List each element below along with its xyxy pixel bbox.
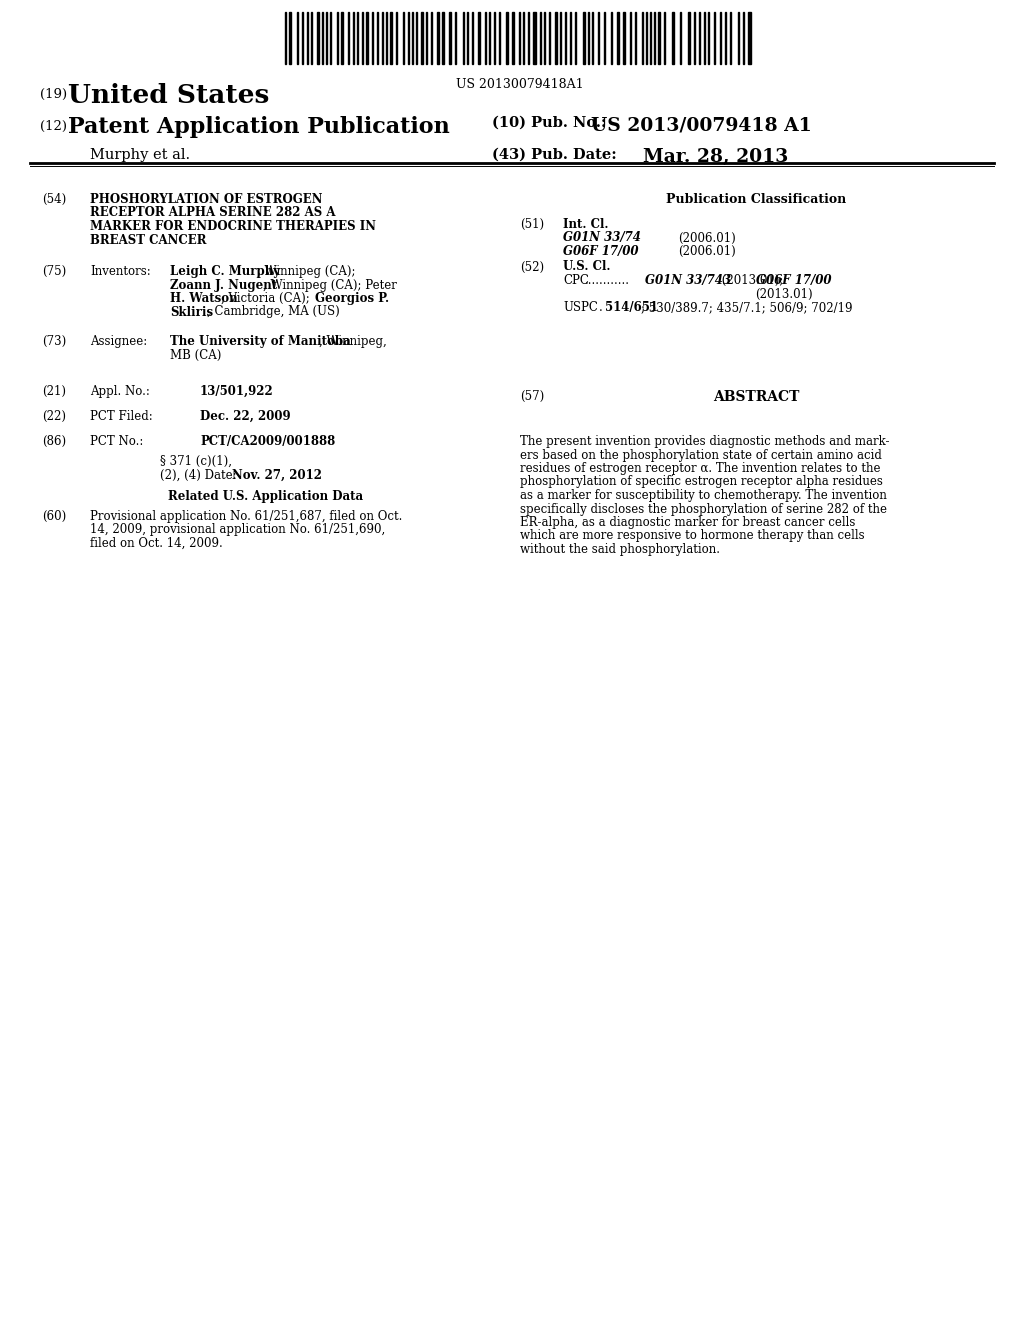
- Text: ............: ............: [585, 275, 630, 286]
- Bar: [688, 12, 690, 63]
- Text: 514/651: 514/651: [605, 301, 658, 314]
- Text: § 371 (c)(1),: § 371 (c)(1),: [160, 455, 232, 469]
- Text: (86): (86): [42, 436, 67, 447]
- Bar: [289, 12, 291, 63]
- Text: (12): (12): [40, 120, 67, 133]
- Bar: [437, 12, 439, 63]
- Bar: [512, 12, 514, 63]
- Bar: [366, 12, 368, 63]
- Text: (21): (21): [42, 385, 66, 399]
- Text: Related U.S. Application Data: Related U.S. Application Data: [168, 490, 364, 503]
- Text: filed on Oct. 14, 2009.: filed on Oct. 14, 2009.: [90, 537, 223, 550]
- Bar: [449, 12, 451, 63]
- Bar: [555, 12, 557, 63]
- Text: , Victoria (CA);: , Victoria (CA);: [221, 292, 313, 305]
- Text: (2006.01): (2006.01): [678, 231, 736, 244]
- Text: PCT No.:: PCT No.:: [90, 436, 143, 447]
- Text: , Winnipeg,: , Winnipeg,: [319, 335, 387, 348]
- Text: (73): (73): [42, 335, 67, 348]
- Text: (60): (60): [42, 510, 67, 523]
- Text: 13/501,922: 13/501,922: [200, 385, 273, 399]
- Text: CPC: CPC: [563, 275, 589, 286]
- Text: Provisional application No. 61/251,687, filed on Oct.: Provisional application No. 61/251,687, …: [90, 510, 402, 523]
- Text: .: .: [599, 301, 603, 314]
- Text: (51): (51): [520, 218, 544, 231]
- Text: (2), (4) Date:: (2), (4) Date:: [160, 469, 237, 482]
- Text: Assignee:: Assignee:: [90, 335, 147, 348]
- Text: ers based on the phosphorylation state of certain amino acid: ers based on the phosphorylation state o…: [520, 449, 882, 462]
- Text: Nov. 27, 2012: Nov. 27, 2012: [232, 469, 322, 482]
- Bar: [658, 12, 660, 63]
- Bar: [534, 12, 536, 63]
- Text: ER-alpha, as a diagnostic marker for breast cancer cells: ER-alpha, as a diagnostic marker for bre…: [520, 516, 855, 529]
- Text: 14, 2009, provisional application No. 61/251,690,: 14, 2009, provisional application No. 61…: [90, 524, 385, 536]
- Text: G06F 17/00: G06F 17/00: [563, 246, 639, 257]
- Text: G06F 17/00: G06F 17/00: [756, 275, 831, 286]
- Bar: [617, 12, 618, 63]
- Text: which are more responsive to hormone therapy than cells: which are more responsive to hormone the…: [520, 529, 864, 543]
- Text: United States: United States: [68, 83, 269, 108]
- Bar: [341, 12, 343, 63]
- Text: , Winnipeg (CA); Peter: , Winnipeg (CA); Peter: [263, 279, 397, 292]
- Text: Leigh C. Murphy: Leigh C. Murphy: [170, 265, 281, 279]
- Text: PCT Filed:: PCT Filed:: [90, 411, 153, 422]
- Bar: [442, 12, 444, 63]
- Text: BREAST CANCER: BREAST CANCER: [90, 234, 207, 247]
- Text: US 20130079418A1: US 20130079418A1: [456, 78, 584, 91]
- Text: (57): (57): [520, 389, 544, 403]
- Text: Inventors:: Inventors:: [90, 265, 151, 279]
- Text: G01N 33/743: G01N 33/743: [645, 275, 731, 286]
- Text: MB (CA): MB (CA): [170, 348, 221, 362]
- Text: (54): (54): [42, 193, 67, 206]
- Text: Appl. No.:: Appl. No.:: [90, 385, 150, 399]
- Text: MARKER FOR ENDOCRINE THERAPIES IN: MARKER FOR ENDOCRINE THERAPIES IN: [90, 220, 376, 234]
- Text: H. Watson: H. Watson: [170, 292, 238, 305]
- Text: U.S. Cl.: U.S. Cl.: [563, 260, 610, 273]
- Text: Skliris: Skliris: [170, 305, 213, 318]
- Text: specifically discloses the phosphorylation of serine 282 of the: specifically discloses the phosphorylati…: [520, 503, 887, 516]
- Text: (2013.01);: (2013.01);: [718, 275, 787, 286]
- Text: Murphy et al.: Murphy et al.: [90, 148, 190, 162]
- Text: Publication Classification: Publication Classification: [666, 193, 846, 206]
- Text: residues of estrogen receptor α. The invention relates to the: residues of estrogen receptor α. The inv…: [520, 462, 881, 475]
- Text: (75): (75): [42, 265, 67, 279]
- Text: (2013.01): (2013.01): [756, 288, 813, 301]
- Text: (2006.01): (2006.01): [678, 246, 736, 257]
- Bar: [672, 12, 674, 63]
- Text: Mar. 28, 2013: Mar. 28, 2013: [643, 148, 788, 166]
- Bar: [623, 12, 625, 63]
- Text: Georgios P.: Georgios P.: [315, 292, 389, 305]
- Bar: [317, 12, 319, 63]
- Text: RECEPTOR ALPHA SERINE 282 AS A: RECEPTOR ALPHA SERINE 282 AS A: [90, 206, 336, 219]
- Text: (52): (52): [520, 260, 544, 273]
- Text: G01N 33/74: G01N 33/74: [563, 231, 641, 244]
- Bar: [478, 12, 480, 63]
- Bar: [583, 12, 585, 63]
- Text: , Cambridge, MA (US): , Cambridge, MA (US): [207, 305, 340, 318]
- Text: Int. Cl.: Int. Cl.: [563, 218, 608, 231]
- Text: US 2013/0079418 A1: US 2013/0079418 A1: [591, 116, 812, 135]
- Text: Zoann J. Nugent: Zoann J. Nugent: [170, 279, 278, 292]
- Text: as a marker for susceptibility to chemotherapy. The invention: as a marker for susceptibility to chemot…: [520, 488, 887, 502]
- Text: (10) Pub. No.:: (10) Pub. No.:: [492, 116, 606, 129]
- Text: The University of Manitoba: The University of Manitoba: [170, 335, 351, 348]
- Bar: [421, 12, 423, 63]
- Text: The present invention provides diagnostic methods and mark-: The present invention provides diagnosti…: [520, 436, 890, 447]
- Bar: [506, 12, 508, 63]
- Bar: [748, 12, 751, 63]
- Text: , Winnipeg (CA);: , Winnipeg (CA);: [257, 265, 355, 279]
- Text: without the said phosphorylation.: without the said phosphorylation.: [520, 543, 720, 556]
- Text: (43) Pub. Date:: (43) Pub. Date:: [492, 148, 616, 162]
- Text: (19): (19): [40, 88, 68, 102]
- Text: ; 530/389.7; 435/7.1; 506/9; 702/19: ; 530/389.7; 435/7.1; 506/9; 702/19: [641, 301, 853, 314]
- Text: Patent Application Publication: Patent Application Publication: [68, 116, 450, 139]
- Text: PCT/CA2009/001888: PCT/CA2009/001888: [200, 436, 335, 447]
- Text: (22): (22): [42, 411, 66, 422]
- Text: PHOSHORYLATION OF ESTROGEN: PHOSHORYLATION OF ESTROGEN: [90, 193, 323, 206]
- Text: ABSTRACT: ABSTRACT: [713, 389, 799, 404]
- Text: phosphorylation of specific estrogen receptor alpha residues: phosphorylation of specific estrogen rec…: [520, 475, 883, 488]
- Bar: [390, 12, 392, 63]
- Text: USPC: USPC: [563, 301, 598, 314]
- Text: Dec. 22, 2009: Dec. 22, 2009: [200, 411, 291, 422]
